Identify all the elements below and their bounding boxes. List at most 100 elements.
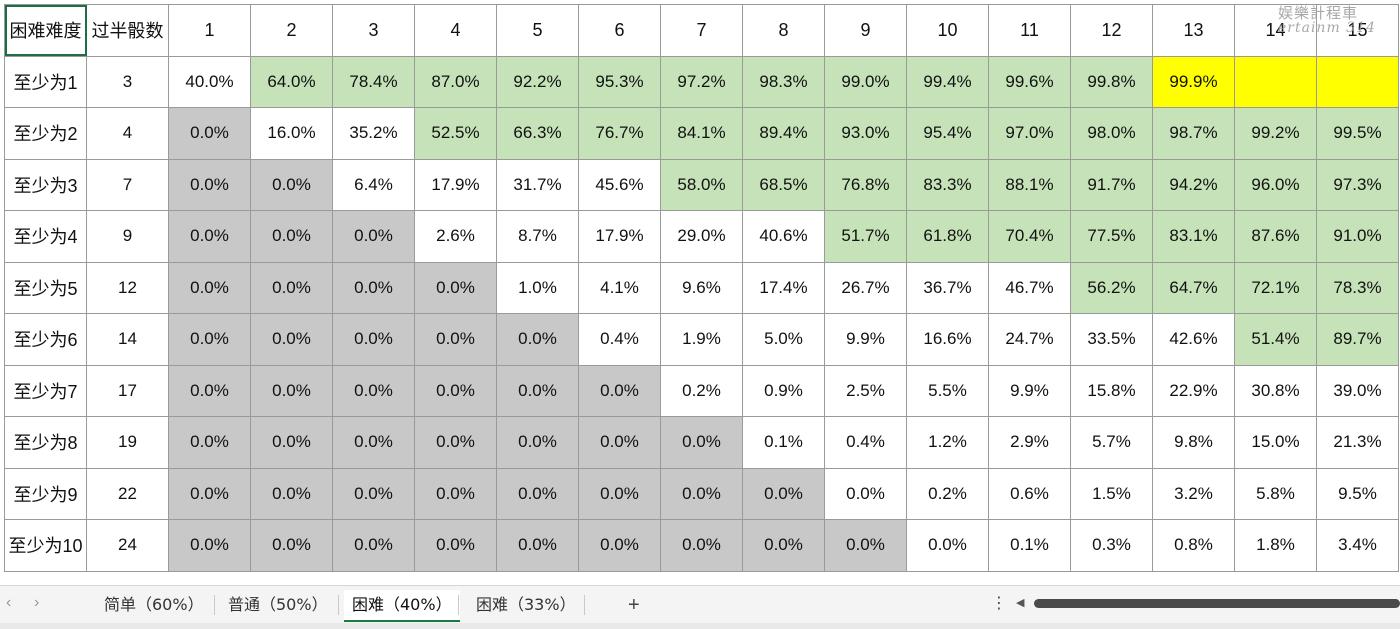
probability-cell[interactable]: 0.0% [332, 519, 415, 572]
probability-cell[interactable]: 0.3% [1070, 519, 1153, 572]
probability-cell[interactable]: 89.7% [1316, 313, 1399, 366]
probability-cell[interactable]: 0.0% [168, 261, 251, 314]
probability-cell[interactable]: 8.7% [496, 210, 579, 263]
probability-cell[interactable]: 0.0% [332, 364, 415, 417]
probability-cell[interactable]: 76.7% [578, 107, 661, 160]
probability-cell[interactable]: 99.2% [1234, 107, 1317, 160]
probability-cell[interactable]: 40.0% [168, 55, 251, 108]
half-dice-cell[interactable]: 19 [86, 416, 169, 469]
probability-cell[interactable]: 0.0% [414, 313, 497, 366]
probability-cell[interactable]: 99.9% [1152, 55, 1235, 108]
probability-cell[interactable]: 0.0% [414, 364, 497, 417]
probability-cell[interactable]: 97.0% [988, 107, 1071, 160]
probability-cell[interactable]: 2.9% [988, 416, 1071, 469]
sheet-tab-hard-33[interactable]: 困难（33%） [476, 595, 576, 614]
probability-cell[interactable]: 0.0% [496, 313, 579, 366]
probability-cell[interactable]: 17.9% [414, 158, 497, 211]
half-dice-cell[interactable]: 4 [86, 107, 169, 160]
half-dice-cell[interactable]: 24 [86, 519, 169, 572]
header-cell-dice-10[interactable]: 10 [906, 4, 989, 57]
probability-cell[interactable]: 9.9% [988, 364, 1071, 417]
probability-cell[interactable]: 9.9% [824, 313, 907, 366]
probability-cell[interactable]: 78.4% [332, 55, 415, 108]
probability-cell[interactable]: 97.2% [660, 55, 743, 108]
probability-cell[interactable]: 9.5% [1316, 467, 1399, 520]
plus-icon[interactable]: + [628, 594, 640, 616]
probability-cell[interactable]: 0.0% [168, 364, 251, 417]
probability-cell[interactable]: 1.0% [496, 261, 579, 314]
probability-cell[interactable]: 93.0% [824, 107, 907, 160]
probability-cell[interactable]: 0.6% [988, 467, 1071, 520]
probability-cell[interactable]: 0.0% [332, 416, 415, 469]
probability-cell[interactable]: 94.2% [1152, 158, 1235, 211]
probability-cell[interactable]: 0.2% [906, 467, 989, 520]
probability-cell[interactable]: 95.3% [578, 55, 661, 108]
probability-cell[interactable]: 0.0% [332, 313, 415, 366]
probability-cell[interactable]: 96.0% [1234, 158, 1317, 211]
probability-cell[interactable] [1316, 55, 1399, 108]
probability-cell[interactable]: 0.0% [496, 519, 579, 572]
probability-cell[interactable]: 45.6% [578, 158, 661, 211]
header-cell-dice-1[interactable]: 1 [168, 4, 251, 57]
probability-cell[interactable]: 0.4% [578, 313, 661, 366]
vertical-ellipsis-icon[interactable]: ⋮ [991, 595, 1007, 612]
row-label-cell[interactable]: 至少为7 [4, 364, 87, 417]
horizontal-scrollbar[interactable]: ◀ [1016, 596, 1400, 612]
probability-cell[interactable]: 0.8% [1152, 519, 1235, 572]
probability-cell[interactable]: 1.2% [906, 416, 989, 469]
probability-cell[interactable]: 95.4% [906, 107, 989, 160]
header-cell-dice-3[interactable]: 3 [332, 4, 415, 57]
probability-cell[interactable]: 5.8% [1234, 467, 1317, 520]
probability-cell[interactable]: 0.0% [332, 467, 415, 520]
probability-cell[interactable]: 9.8% [1152, 416, 1235, 469]
probability-cell[interactable]: 72.1% [1234, 261, 1317, 314]
header-cell-dice-15[interactable]: 15 [1316, 4, 1399, 57]
probability-cell[interactable]: 77.5% [1070, 210, 1153, 263]
probability-cell[interactable]: 64.0% [250, 55, 333, 108]
probability-cell[interactable]: 2.5% [824, 364, 907, 417]
probability-cell[interactable]: 84.1% [660, 107, 743, 160]
probability-cell[interactable] [1234, 55, 1317, 108]
probability-cell[interactable]: 0.0% [578, 467, 661, 520]
header-cell-dice-2[interactable]: 2 [250, 4, 333, 57]
probability-cell[interactable]: 91.0% [1316, 210, 1399, 263]
probability-cell[interactable]: 0.4% [824, 416, 907, 469]
probability-cell[interactable]: 0.0% [414, 261, 497, 314]
probability-cell[interactable]: 99.5% [1316, 107, 1399, 160]
half-dice-cell[interactable]: 12 [86, 261, 169, 314]
probability-cell[interactable]: 0.0% [742, 519, 825, 572]
probability-cell[interactable]: 56.2% [1070, 261, 1153, 314]
probability-cell[interactable]: 21.3% [1316, 416, 1399, 469]
header-cell-dice-8[interactable]: 8 [742, 4, 825, 57]
header-cell-dice-9[interactable]: 9 [824, 4, 907, 57]
probability-cell[interactable]: 0.0% [168, 519, 251, 572]
probability-cell[interactable]: 0.0% [168, 107, 251, 160]
probability-cell[interactable]: 35.2% [332, 107, 415, 160]
probability-cell[interactable]: 0.0% [168, 210, 251, 263]
probability-cell[interactable]: 0.0% [660, 416, 743, 469]
probability-cell[interactable]: 66.3% [496, 107, 579, 160]
header-cell-dice-7[interactable]: 7 [660, 4, 743, 57]
header-cell-dice-11[interactable]: 11 [988, 4, 1071, 57]
scrollbar-thumb[interactable] [1034, 599, 1400, 608]
probability-cell[interactable]: 68.5% [742, 158, 825, 211]
probability-cell[interactable]: 0.0% [250, 416, 333, 469]
scroll-left-arrow-icon[interactable]: ◀ [1016, 597, 1025, 609]
probability-cell[interactable]: 46.7% [988, 261, 1071, 314]
probability-cell[interactable]: 39.0% [1316, 364, 1399, 417]
probability-cell[interactable]: 17.4% [742, 261, 825, 314]
probability-cell[interactable]: 0.0% [250, 261, 333, 314]
probability-cell[interactable]: 0.0% [496, 467, 579, 520]
probability-cell[interactable]: 0.0% [414, 416, 497, 469]
header-cell-difficulty[interactable]: 困难难度 [4, 4, 87, 57]
probability-cell[interactable]: 0.0% [168, 416, 251, 469]
half-dice-cell[interactable]: 22 [86, 467, 169, 520]
row-label-cell[interactable]: 至少为4 [4, 210, 87, 263]
probability-cell[interactable]: 22.9% [1152, 364, 1235, 417]
header-cell-dice-14[interactable]: 14 [1234, 4, 1317, 57]
probability-cell[interactable]: 51.7% [824, 210, 907, 263]
probability-cell[interactable]: 98.0% [1070, 107, 1153, 160]
sheet-tab-easy[interactable]: 简单（60%） [104, 595, 204, 614]
header-cell-half-dice[interactable]: 过半骰数 [86, 4, 169, 57]
probability-cell[interactable]: 0.0% [414, 519, 497, 572]
